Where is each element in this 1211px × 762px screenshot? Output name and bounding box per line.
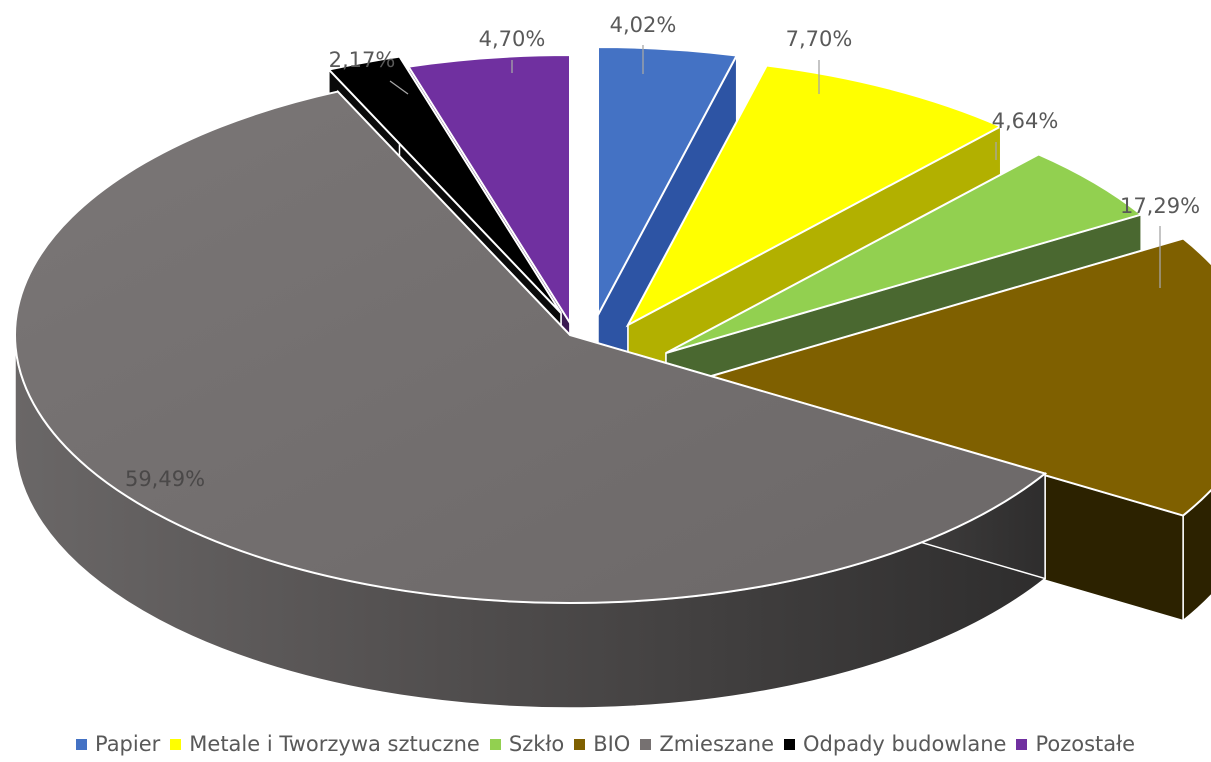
legend-item: Metale i Tworzywa sztuczne bbox=[170, 732, 480, 756]
slice-top bbox=[704, 237, 1211, 517]
legend-label: Szkło bbox=[508, 732, 565, 756]
legend-swatch bbox=[640, 738, 652, 750]
data-label: 4,70% bbox=[479, 27, 546, 51]
legend-swatch bbox=[784, 738, 796, 750]
leader-line bbox=[389, 80, 409, 95]
legend-swatch bbox=[75, 738, 87, 750]
legend-swatch bbox=[170, 738, 182, 750]
pie-slice-5 bbox=[14, 89, 1048, 709]
data-label: 7,70% bbox=[786, 27, 853, 51]
slice-top bbox=[326, 55, 562, 314]
legend: Papier Metale i Tworzywa sztuczne Szkło BIO… bbox=[0, 730, 1211, 758]
legend-item: Szkło bbox=[489, 732, 565, 756]
legend-label: Metale i Tworzywa sztuczne bbox=[189, 732, 480, 756]
data-label: 4,64% bbox=[992, 109, 1059, 133]
legend-item: Pozostałe bbox=[1016, 732, 1135, 756]
slice-top bbox=[597, 45, 739, 316]
legend-label: Pozostałe bbox=[1035, 732, 1136, 756]
slice-top bbox=[625, 64, 1004, 328]
data-label: 4,02% bbox=[610, 13, 677, 37]
legend-swatch bbox=[574, 738, 586, 750]
legend-label: Papier bbox=[94, 732, 161, 756]
pie-chart: 4,02% 7,70% 4,64% 17,29% 59,49% 2,17% 4,70% bbox=[14, 13, 1211, 709]
data-label: 17,29% bbox=[1120, 194, 1200, 218]
legend-item: BIO bbox=[574, 732, 630, 756]
legend-swatch bbox=[489, 738, 501, 750]
legend-item: Odpady budowlane bbox=[784, 732, 1006, 756]
slice-top bbox=[665, 153, 1144, 354]
legend-label: BIO bbox=[593, 732, 631, 756]
legend-item: Papier bbox=[75, 732, 161, 756]
legend-item: Zmieszane bbox=[640, 732, 774, 756]
legend-label: Odpady budowlane bbox=[803, 732, 1007, 756]
slice-top bbox=[406, 53, 571, 327]
legend-swatch bbox=[1016, 738, 1028, 750]
slice-top bbox=[14, 90, 1048, 604]
data-label: 2,17% bbox=[329, 48, 396, 72]
data-label: 59,49% bbox=[125, 467, 205, 491]
legend-label: Zmieszane bbox=[659, 732, 775, 756]
